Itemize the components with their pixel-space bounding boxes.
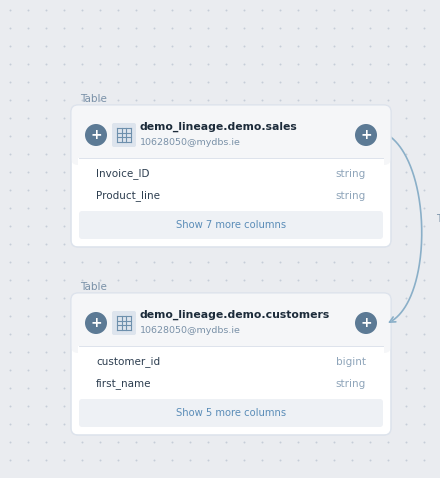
Text: +: + — [90, 316, 102, 330]
Text: demo_lineage.demo.sales: demo_lineage.demo.sales — [140, 122, 298, 132]
FancyBboxPatch shape — [71, 293, 391, 353]
FancyBboxPatch shape — [112, 123, 136, 147]
Text: Invoice_ID: Invoice_ID — [96, 169, 150, 179]
Text: +: + — [360, 128, 372, 142]
Circle shape — [85, 312, 107, 334]
Bar — [78, 339, 384, 346]
Text: string: string — [336, 169, 366, 179]
Text: 10628050@mydbs.ie: 10628050@mydbs.ie — [140, 326, 241, 335]
FancyBboxPatch shape — [71, 293, 391, 435]
Text: +: + — [360, 316, 372, 330]
FancyBboxPatch shape — [112, 311, 136, 335]
FancyBboxPatch shape — [71, 105, 391, 247]
Text: Table: Table — [80, 282, 107, 292]
Bar — [78, 151, 384, 158]
Text: Show 5 more columns: Show 5 more columns — [176, 408, 286, 418]
FancyBboxPatch shape — [79, 211, 383, 239]
Bar — [78, 346, 384, 428]
Text: string: string — [336, 191, 366, 201]
Text: Product_line: Product_line — [96, 191, 160, 201]
Text: Table: Table — [80, 94, 107, 104]
Text: 10628050@mydbs.ie: 10628050@mydbs.ie — [140, 138, 241, 147]
Text: string: string — [336, 379, 366, 389]
Text: Show 7 more columns: Show 7 more columns — [176, 220, 286, 230]
FancyBboxPatch shape — [79, 399, 383, 427]
Text: customer_id: customer_id — [96, 357, 160, 368]
Circle shape — [85, 124, 107, 146]
Text: T: T — [436, 214, 440, 224]
Circle shape — [355, 124, 377, 146]
Circle shape — [355, 312, 377, 334]
Text: first_name: first_name — [96, 379, 151, 390]
Bar — [78, 158, 384, 240]
FancyBboxPatch shape — [71, 105, 391, 165]
Text: bigint: bigint — [336, 357, 366, 367]
Text: demo_lineage.demo.customers: demo_lineage.demo.customers — [140, 310, 330, 320]
Text: +: + — [90, 128, 102, 142]
